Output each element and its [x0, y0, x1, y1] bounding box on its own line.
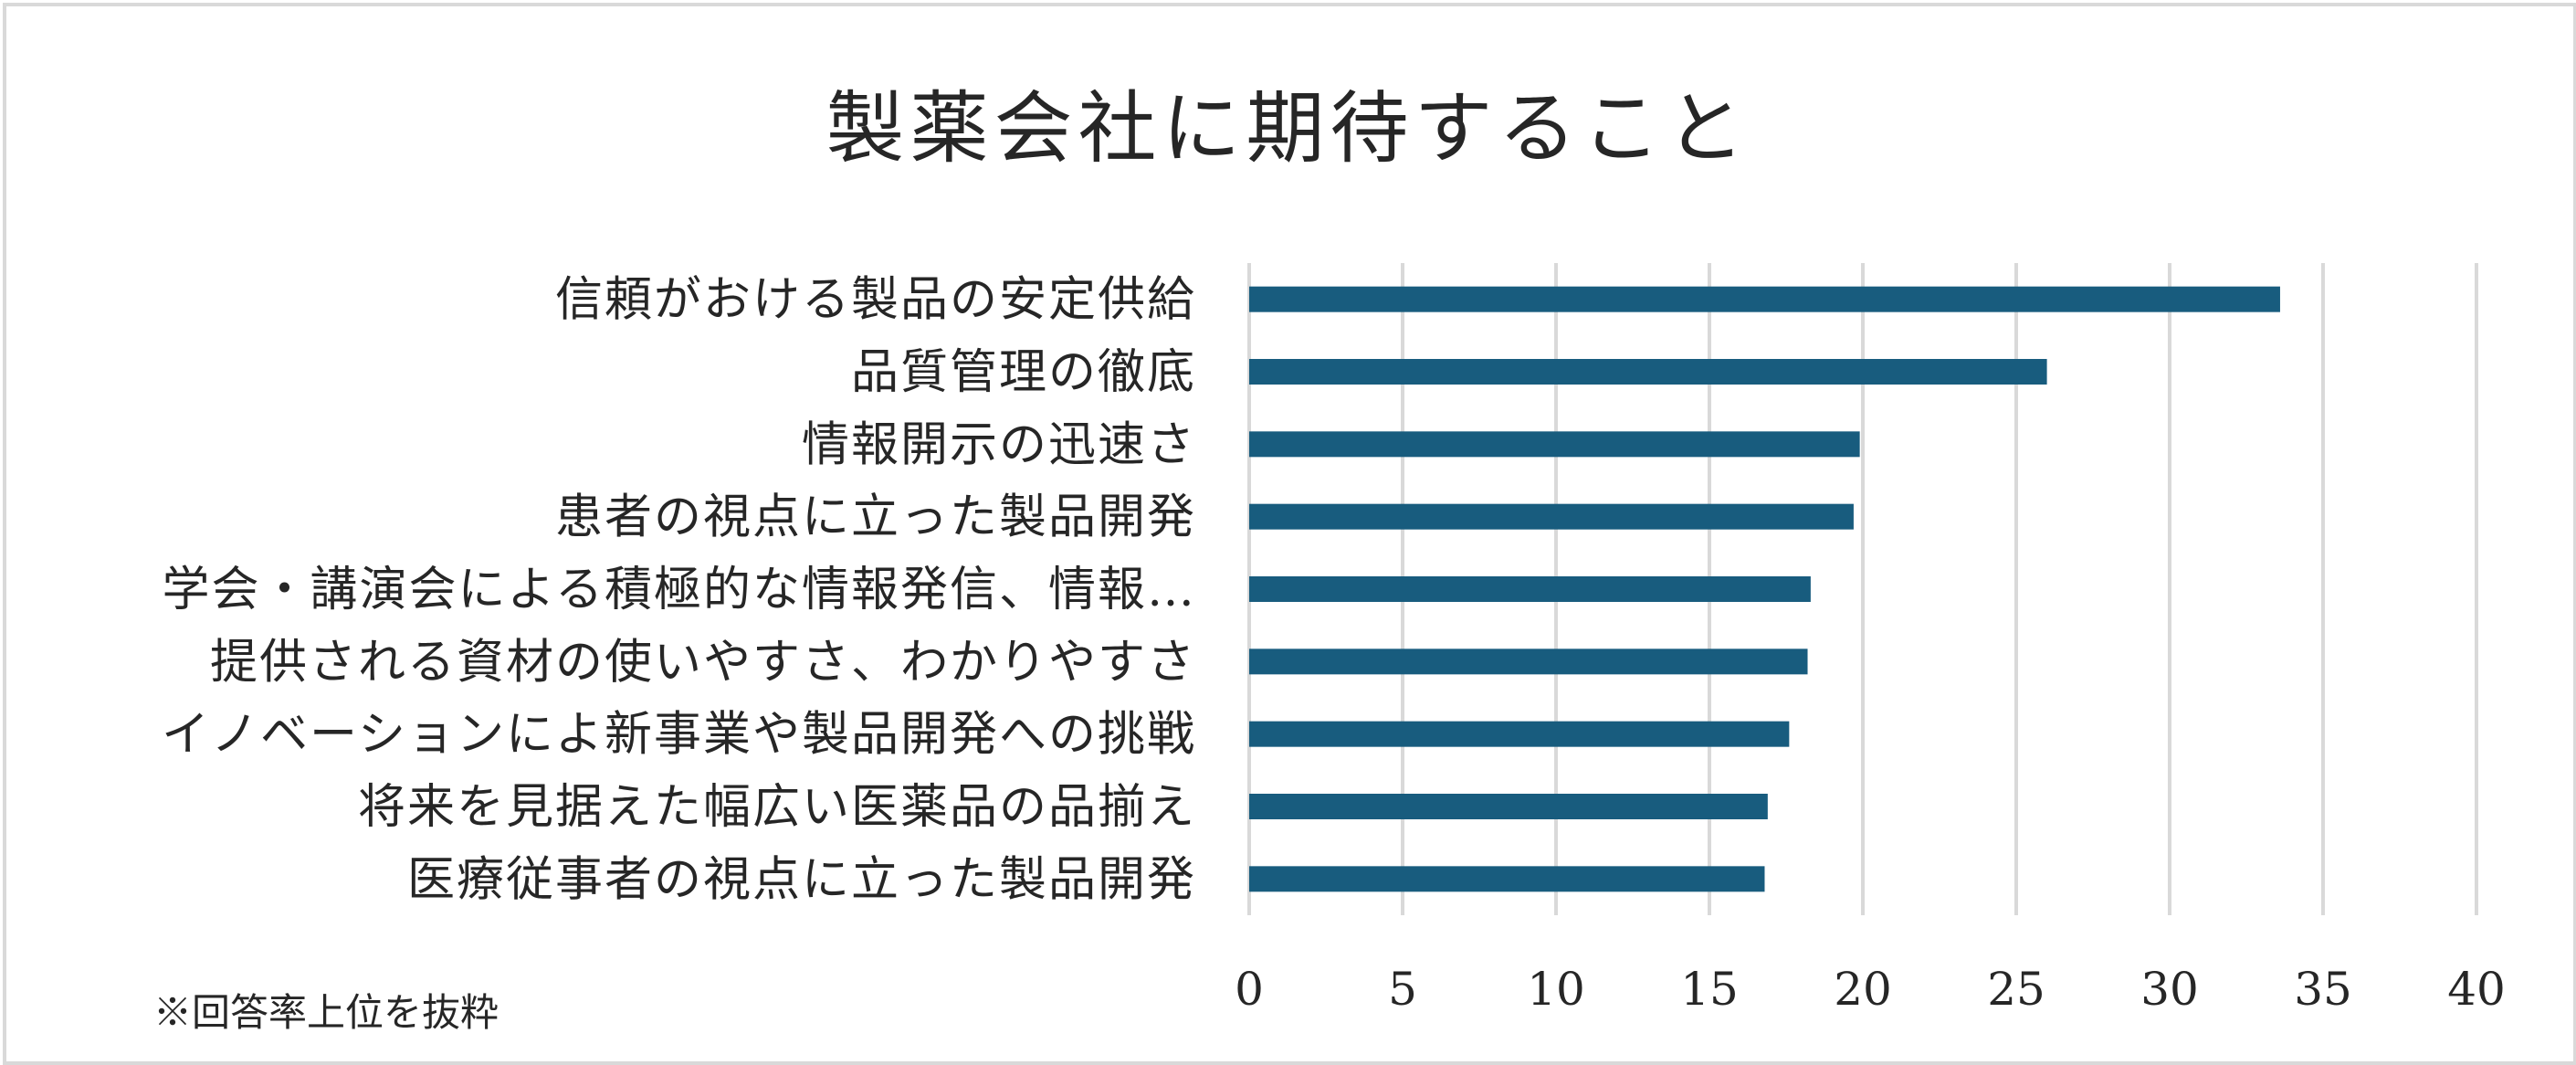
category-label: 提供される資材の使いやすさ、わかりやすさ: [210, 635, 1196, 690]
bar: [1249, 576, 1811, 602]
category-label: 患者の視点に立った製品開発: [555, 490, 1196, 545]
x-tick-label: 30: [2140, 963, 2199, 1016]
x-tick-label: 25: [1987, 963, 2045, 1016]
category-label: 医療従事者の視点に立った製品開発: [407, 852, 1196, 907]
bar: [1249, 431, 1860, 458]
x-tick-label: 35: [2294, 963, 2352, 1016]
category-label: 信頼がおける製品の安定供給: [555, 273, 1196, 328]
x-tick-label: 20: [1834, 963, 1892, 1016]
x-tick-label: 0: [1235, 963, 1264, 1016]
x-tick-label: 10: [1527, 963, 1585, 1016]
category-label: 品質管理の徹底: [851, 345, 1196, 400]
bar: [1249, 721, 1790, 747]
category-label: イノベーションによ新事業や製品開発への挑戦: [162, 708, 1196, 763]
x-tick-label: 40: [2447, 963, 2506, 1016]
bar: [1249, 503, 1854, 530]
footnote: ※回答率上位を抜粋: [153, 990, 499, 1035]
bar: [1249, 359, 2047, 385]
bar: [1249, 866, 1765, 892]
category-label: 学会・講演会による積極的な情報発信、情報…: [163, 563, 1196, 617]
bar: [1249, 794, 1768, 819]
bar: [1249, 286, 2280, 312]
category-label: 将来を見据えた幅広い医薬品の品揃え: [358, 780, 1196, 835]
chart-title: 製薬会社に期待すること: [825, 83, 1751, 174]
bar: [1249, 648, 1808, 675]
x-tick-label: 15: [1680, 963, 1739, 1016]
category-label: 情報開示の迅速さ: [802, 417, 1196, 472]
x-tick-label: 5: [1388, 963, 1417, 1016]
